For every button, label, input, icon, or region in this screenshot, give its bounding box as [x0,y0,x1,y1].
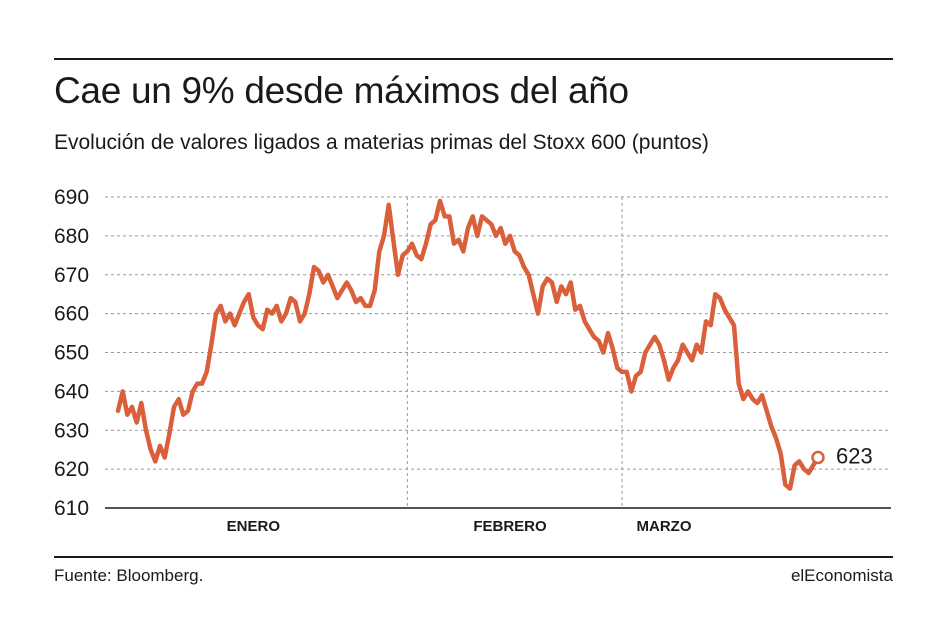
series-line [115,198,821,491]
x-tick-label-febrero: FEBRERO [473,518,547,535]
y-tick-label-630: 630 [54,419,89,442]
y-tick-label-640: 640 [54,380,89,403]
chart-title: Cae un 9% desde máximos del año [54,70,629,111]
grid-layer [105,196,891,508]
y-tick-label-650: 650 [54,342,89,365]
bottom-rule [54,556,893,558]
top-rule [54,58,893,60]
y-tick-label-660: 660 [54,303,89,326]
end-value-label: 623 [836,443,873,468]
x-tick-label-marzo: MARZO [637,518,692,535]
y-tick-label-610: 610 [54,497,89,520]
x-tick-label-enero: ENERO [227,518,281,535]
end-point-marker [811,450,825,465]
y-tick-label-690: 690 [54,186,89,209]
y-tick-label-670: 670 [54,264,89,287]
axis-layer: 690 680 670 660 650 640 630 620 610 ENERO FEBRERO M… [54,186,891,535]
chart-subtitle: Evolución de valores ligados a materias … [54,131,709,154]
y-tick-label-680: 680 [54,225,89,248]
source-note: Fuente: Bloomberg. [54,566,204,585]
brand-logo-text: elEconomista [790,566,893,585]
y-tick-label-620: 620 [54,458,89,481]
series-layer [115,198,825,491]
label-layer: 623 [836,443,873,468]
